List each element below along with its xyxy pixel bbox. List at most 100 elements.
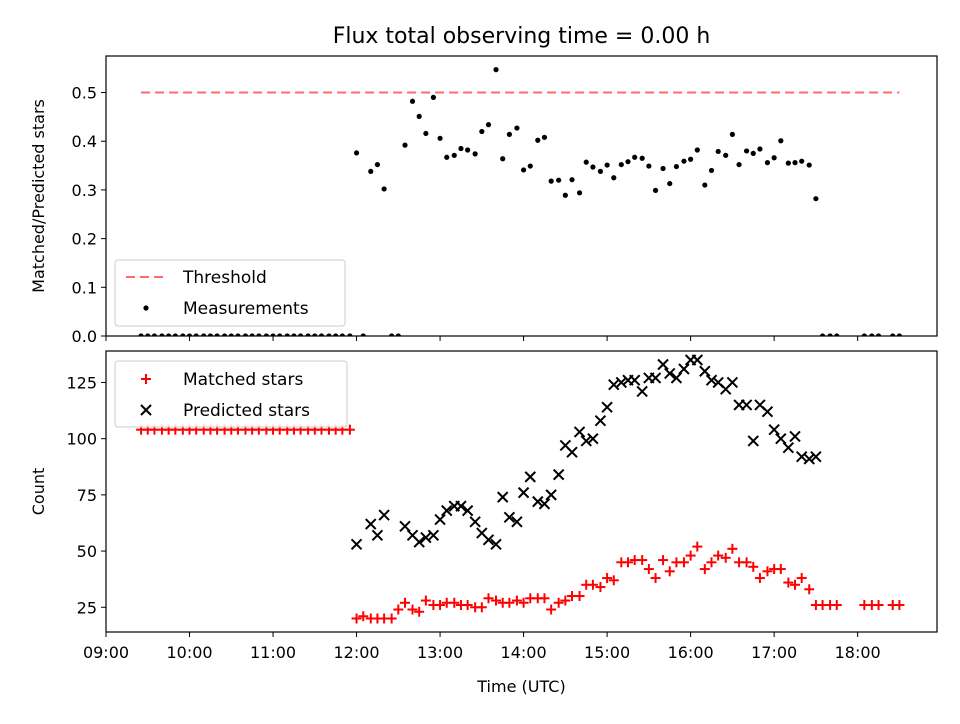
predicted-star-point: [503, 511, 516, 524]
measurement-point: [277, 333, 283, 336]
measurement-point: [861, 333, 867, 336]
matched-star-point: [720, 552, 731, 563]
measurement-point: [890, 333, 896, 336]
measurement-point: [472, 151, 478, 157]
legend: Threshold Measurements: [114, 259, 346, 327]
measurement-point: [493, 67, 499, 73]
predicted-star-point: [775, 432, 787, 445]
predicted-star-point: [378, 509, 390, 521]
predicted-star-point: [545, 489, 557, 501]
measurement-point: [723, 152, 729, 158]
measurement-point: [646, 163, 652, 169]
y-axis-label: Count: [29, 468, 48, 516]
matched-star-point: [727, 543, 738, 554]
measurement-point: [416, 113, 422, 119]
x-tick-label: 15:00: [584, 643, 630, 662]
matched-star-point: [358, 611, 369, 622]
measurement-point: [444, 154, 450, 160]
predicted-star-point: [517, 486, 530, 499]
matched-star-point: [790, 579, 801, 590]
legend-measurements-swatch: [143, 305, 149, 311]
measurement-point: [263, 333, 269, 336]
measurement-point: [527, 163, 533, 169]
matched-star-point: [483, 593, 494, 604]
predicted-star-point: [657, 358, 669, 371]
matched-star-point: [393, 604, 404, 615]
y-axis-label: Matched/Predicted stars: [29, 99, 48, 293]
matched-star-point: [699, 564, 710, 575]
legend-matched-label: Matched stars: [183, 370, 303, 390]
predicted-star-point: [511, 516, 523, 528]
measurement-point: [778, 138, 784, 144]
measurement-point: [430, 94, 436, 100]
y-tick-label: 75: [77, 486, 97, 505]
matched-star-point: [414, 606, 425, 617]
measurement-point: [291, 333, 297, 336]
matched-star-point: [775, 564, 786, 575]
measurement-point: [611, 175, 617, 181]
x-tick-label: 12:00: [333, 643, 379, 662]
predicted-star-point: [810, 450, 822, 463]
measurement-point: [249, 333, 255, 336]
measurement-point: [708, 167, 715, 174]
matched-star-point: [574, 591, 585, 602]
measurement-point: [284, 333, 290, 336]
legend-matched-swatch: [141, 374, 151, 384]
measurement-point: [806, 162, 812, 168]
matched-star-point: [602, 573, 613, 584]
matched-star-point: [713, 550, 724, 561]
x-tick-label: 16:00: [668, 643, 714, 662]
predicted-star-point: [434, 513, 446, 526]
predicted-star-point: [664, 367, 676, 380]
measurement-point: [813, 196, 819, 202]
predicted-star-point: [670, 372, 683, 384]
measurement-point: [221, 333, 228, 336]
measurement-point: [242, 333, 249, 336]
measurement-point: [514, 125, 520, 131]
predicted-star-point: [371, 529, 384, 542]
matched-star-point: [741, 557, 752, 568]
matched-star-point: [511, 595, 522, 606]
legend-threshold-label: Threshold: [182, 268, 267, 288]
measurement-point: [520, 167, 527, 173]
measurement-point: [138, 333, 144, 336]
measurement-point: [799, 158, 805, 164]
measurement-point: [583, 159, 589, 165]
measurement-point: [792, 160, 798, 166]
measurement-point: [667, 180, 673, 187]
legend: Matched stars Predicted stars: [114, 360, 348, 428]
measurement-point: [652, 187, 659, 193]
y-tick-label: 0.1: [72, 278, 97, 297]
y-tick-label: 50: [77, 542, 97, 561]
measurement-point: [207, 333, 213, 336]
predicted-star-point: [608, 379, 620, 391]
measurement-point: [270, 333, 276, 336]
legend-box: [114, 259, 346, 327]
matched-star-point: [608, 575, 619, 586]
measurement-point: [333, 333, 339, 336]
matched-star-point: [894, 600, 905, 611]
matched-star-point: [650, 573, 661, 584]
measurement-point: [339, 333, 345, 336]
matched-star-point: [692, 541, 703, 552]
predicted-star-point: [427, 529, 440, 542]
matched-star-point: [637, 555, 648, 566]
matched-star-point: [435, 600, 446, 611]
measurement-point: [750, 150, 756, 156]
measurement-point: [402, 142, 408, 148]
measurement-point: [771, 155, 777, 161]
plot-area: [138, 67, 903, 336]
measurement-point: [256, 333, 262, 336]
matched-star-point: [539, 593, 550, 604]
measurement-point: [743, 148, 750, 154]
predicted-star-point: [726, 376, 739, 389]
predicted-star-point: [461, 504, 474, 517]
matched-star-point: [658, 555, 669, 566]
measurement-point: [353, 150, 360, 156]
predicted-star-point: [580, 435, 592, 447]
measurement-point: [681, 158, 687, 164]
predicted-star-point: [469, 516, 481, 528]
measurement-point: [736, 161, 742, 168]
measurement-point: [368, 168, 374, 175]
predicted-star-point: [795, 450, 808, 463]
